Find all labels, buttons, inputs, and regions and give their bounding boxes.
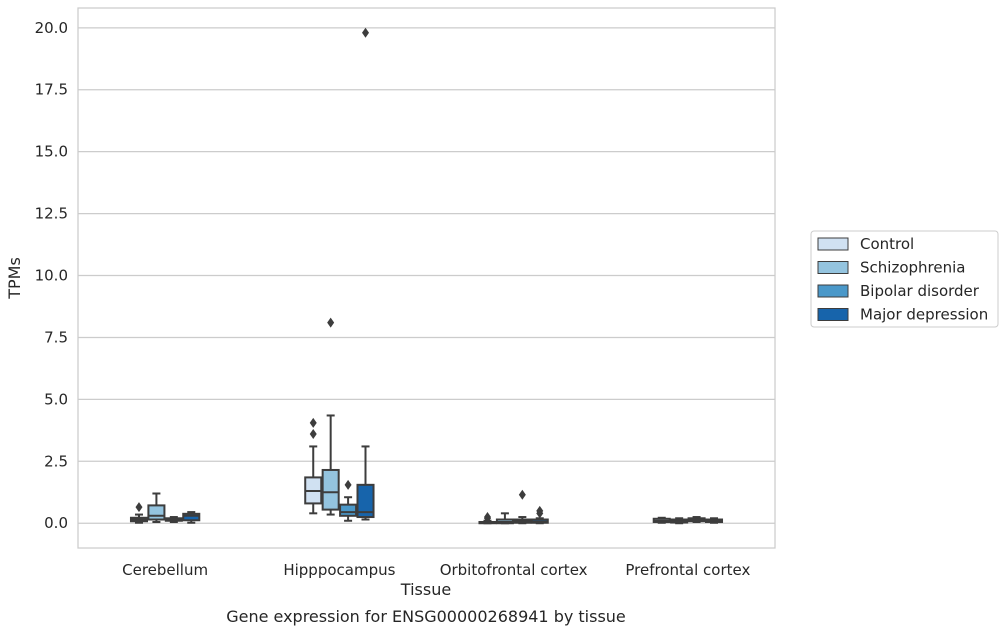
box-groups (129, 27, 724, 525)
legend-label: Bipolar disorder (860, 282, 980, 300)
chart-caption: Gene expression for ENSG00000268941 by t… (226, 607, 626, 626)
legend-swatch (817, 261, 849, 274)
x-tick-label: Cerebellum (122, 561, 208, 579)
y-tick-label: 0.0 (44, 514, 68, 532)
box-iqr (321, 468, 340, 511)
y-tick-label: 7.5 (44, 328, 68, 346)
box-iqr (356, 483, 375, 519)
legend-swatch (817, 284, 849, 298)
box-iqr (339, 503, 358, 517)
outlier-point (344, 479, 352, 490)
y-tick-label: 5.0 (44, 390, 68, 408)
y-tick-label: 12.5 (35, 205, 68, 223)
legend: Control Schizophrenia Bipolar disorder Majo… (810, 230, 999, 328)
outlier-point (536, 505, 544, 516)
box-1-0 (147, 492, 166, 523)
outlier-point (309, 417, 317, 428)
plot-area (78, 8, 775, 548)
y-tick-label: 20.0 (35, 19, 68, 37)
legend-label: Major depression (860, 306, 988, 324)
y-tick-label: 17.5 (35, 81, 68, 99)
box-1-1 (321, 317, 340, 516)
x-tick-label: Hipppocampus (283, 561, 395, 579)
box-iqr (147, 504, 166, 521)
legend-label: Schizophrenia (860, 259, 965, 277)
box-3-2 (530, 505, 549, 525)
legend-frame (810, 230, 999, 328)
x-tick-label: Prefrontal cortex (625, 561, 750, 579)
x-tick-label: Orbitofrontal cortex (440, 561, 588, 579)
box-2-0 (164, 516, 183, 523)
box-2-2 (513, 489, 532, 525)
legend-swatch (817, 308, 849, 321)
box-1-2 (495, 512, 514, 525)
box-iqr (182, 512, 201, 522)
y-tick-label: 15.0 (35, 143, 68, 161)
outlier-point (518, 489, 526, 500)
box-1-3 (670, 517, 689, 525)
outlier-point (327, 317, 335, 328)
box-2-3 (687, 516, 706, 523)
box-0-2 (478, 512, 497, 525)
y-tick-label: 10.0 (35, 267, 68, 285)
outlier-point (309, 429, 317, 440)
y-tick-labels: 0.0 2.5 5.0 7.5 10.0 12.5 15.0 17.5 20.0 (35, 19, 68, 532)
outlier-point (135, 502, 143, 513)
box-0-0 (129, 502, 149, 524)
legend-label: Control (860, 235, 914, 253)
box-3-0 (182, 511, 201, 524)
x-tick-labels: Cerebellum Hipppocampus Orbitofrontal cort… (122, 561, 750, 579)
box-3-1 (356, 27, 375, 521)
box-3-3 (704, 517, 724, 524)
x-axis-label: Tissue (400, 580, 451, 599)
legend-swatch (817, 237, 849, 251)
box-0-1 (304, 417, 323, 515)
gridlines (78, 27, 775, 524)
plot-frame (77, 7, 776, 549)
box-2-1 (339, 479, 358, 522)
box-0-3 (652, 516, 671, 524)
y-axis-label: TPMs (5, 257, 24, 300)
y-tick-label: 2.5 (44, 452, 68, 470)
outlier-point (362, 27, 370, 38)
outlier-point (483, 512, 491, 523)
